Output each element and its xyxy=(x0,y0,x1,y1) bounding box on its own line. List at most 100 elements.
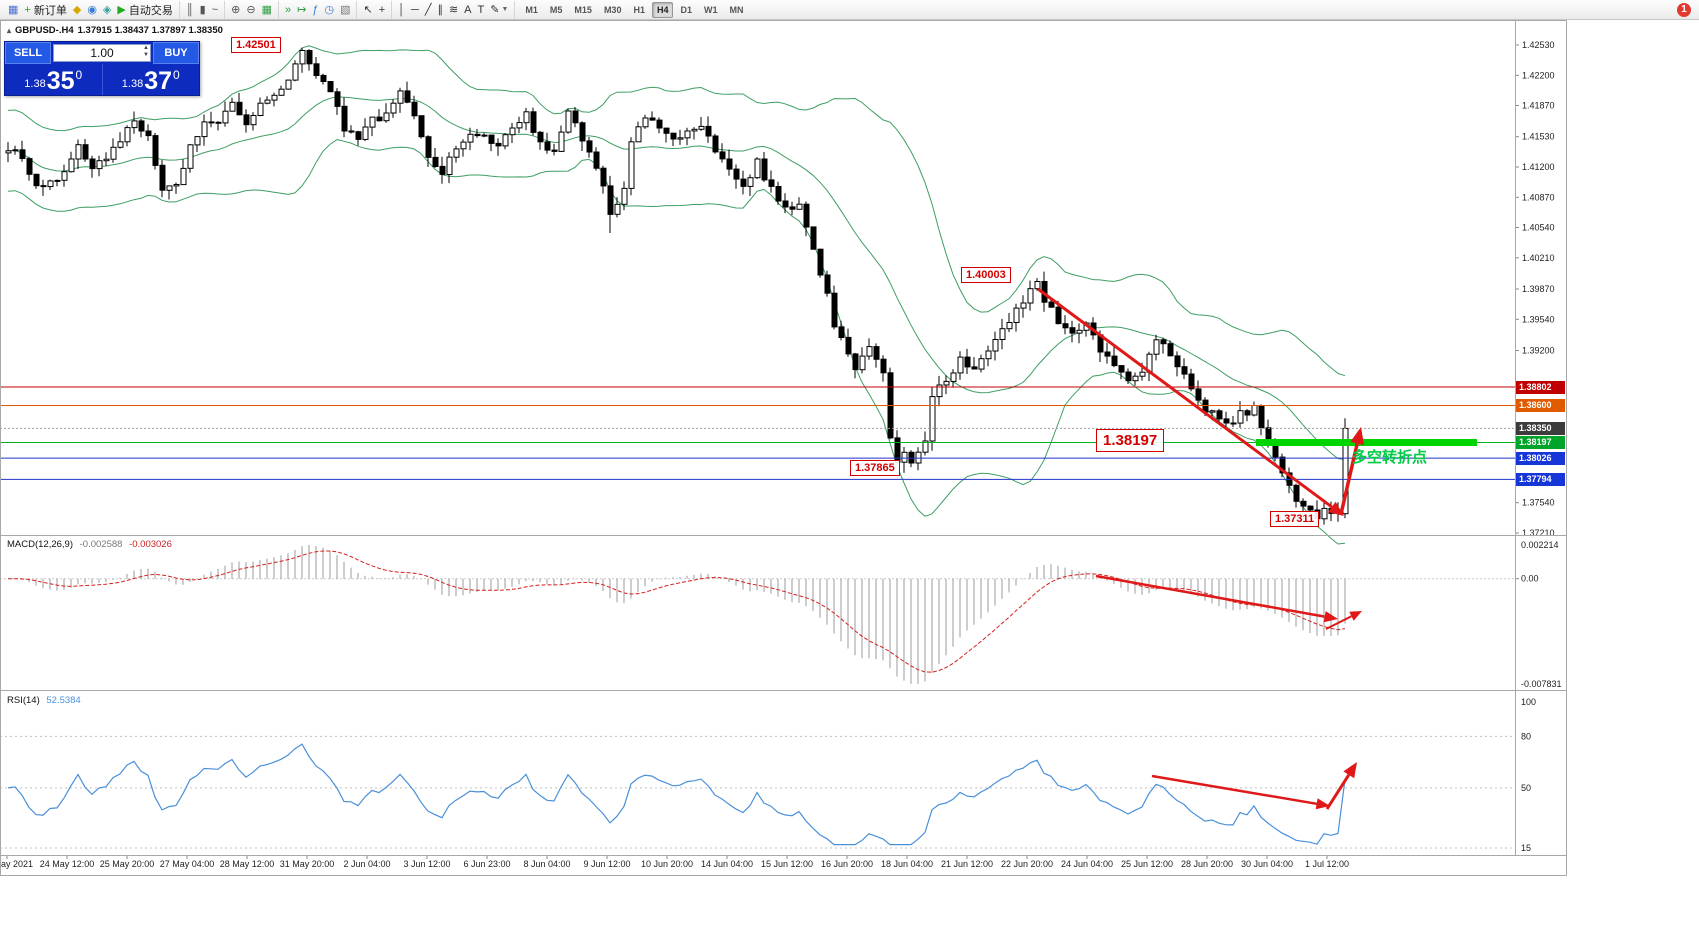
shapes-dropdown-button[interactable]: ✎ ▼ xyxy=(487,3,511,17)
svg-text:28 May 12:00: 28 May 12:00 xyxy=(220,859,275,869)
svg-text:1.40210: 1.40210 xyxy=(1522,253,1555,263)
new-chart-button[interactable]: ▦ xyxy=(5,3,21,17)
cursor-button[interactable]: ↖ xyxy=(360,3,375,17)
zoom-in-icon: ⊕ xyxy=(231,3,241,16)
svg-text:21 Jun 12:00: 21 Jun 12:00 xyxy=(941,859,993,869)
sell-price-pips: 35 xyxy=(46,67,75,95)
price-annotation-1.40003[interactable]: 1.40003 xyxy=(961,267,1011,283)
auto-scroll-button[interactable]: » xyxy=(282,3,294,17)
periods-button[interactable]: ◷ xyxy=(321,3,337,17)
price-annotation-1.37311[interactable]: 1.37311 xyxy=(1270,511,1320,527)
svg-text:100: 100 xyxy=(1521,697,1536,707)
horizontal-line-tool-button[interactable]: ─ xyxy=(408,3,422,17)
sell-price[interactable]: 1.38 35 0 xyxy=(5,64,102,95)
new-order-label: 新订单 xyxy=(33,4,67,17)
new-order-icon: + xyxy=(24,3,31,16)
rsi-indicator-label: RSI(14) 52.5384 xyxy=(7,695,81,706)
svg-text:1.39200: 1.39200 xyxy=(1522,346,1555,356)
svg-text:-0.007831: -0.007831 xyxy=(1521,679,1562,689)
zoom-in-button[interactable]: ⊕ xyxy=(228,3,243,17)
annotation-arrows[interactable] xyxy=(1037,287,1365,810)
one-click-trading-panel: SELL 1.00 ▲ ▼ BUY 1.38 35 0 1.38 37 0 xyxy=(4,41,200,96)
text-tool-button[interactable]: A xyxy=(461,3,474,17)
market-watch-button[interactable]: ◉ xyxy=(84,3,100,17)
label-tool-icon: T xyxy=(477,3,485,16)
timeframe-button-m30[interactable]: M30 xyxy=(603,4,622,15)
rsi-name: RSI(14) xyxy=(7,695,40,706)
svg-text:1.39870: 1.39870 xyxy=(1522,284,1555,294)
svg-text:28 Jun 20:00: 28 Jun 20:00 xyxy=(1181,859,1233,869)
indicators-button[interactable]: ƒ xyxy=(309,3,321,17)
support-zone-bar[interactable] xyxy=(1256,439,1477,446)
svg-text:14 Jun 04:00: 14 Jun 04:00 xyxy=(701,859,753,869)
sell-price-prefix: 1.38 xyxy=(24,78,46,90)
tile-windows-button[interactable]: ▦ xyxy=(259,3,275,17)
trendline-tool-button[interactable]: ╱ xyxy=(422,3,435,17)
svg-text:24 Jun 04:00: 24 Jun 04:00 xyxy=(1061,859,1113,869)
timeframe-button-d1[interactable]: D1 xyxy=(680,4,692,15)
trend-arrow-line xyxy=(1095,574,1325,618)
bar-chart-mode-button[interactable]: ║ xyxy=(183,3,197,17)
fibonacci-tool-button[interactable]: ≋ xyxy=(446,3,461,17)
timeframe-button-w1[interactable]: W1 xyxy=(704,4,718,15)
buy-price-pipette: 0 xyxy=(173,68,180,82)
lot-stepper-icon[interactable]: ▲ ▼ xyxy=(143,45,149,58)
metaeditor-button[interactable]: ◆ xyxy=(70,3,84,17)
horizontal-line-tool-icon: ─ xyxy=(411,3,419,16)
text-tool-icon: A xyxy=(464,3,472,16)
trend-arrow-line xyxy=(1325,773,1351,810)
line-chart-mode-button[interactable]: ~ xyxy=(209,3,221,17)
chart-shift-button[interactable]: ↦ xyxy=(294,3,309,17)
svg-text:0.002214: 0.002214 xyxy=(1521,540,1559,550)
buy-button[interactable]: BUY xyxy=(153,42,199,64)
zoom-out-icon: ⊖ xyxy=(246,3,256,16)
candlestick-mode-icon: ▮ xyxy=(199,3,206,16)
notification-badge[interactable]: 1 xyxy=(1677,2,1691,17)
svg-text:1.40870: 1.40870 xyxy=(1522,192,1555,202)
autotrading-button[interactable]: ▶ 自动交易 xyxy=(114,1,175,19)
lot-size-input[interactable]: 1.00 ▲ ▼ xyxy=(53,44,151,62)
label-tool-button[interactable]: T xyxy=(475,3,488,17)
buy-price-prefix: 1.38 xyxy=(121,78,144,90)
zoom-out-button[interactable]: ⊖ xyxy=(243,3,258,17)
time-axis[interactable]: 24 May 2021 24 May 12:00 25 May 20:00 27 Ma… xyxy=(0,855,1349,869)
toolbar-group: ⊕ ⊖ ▦ xyxy=(225,0,279,19)
timeframe-button-mn[interactable]: MN xyxy=(729,4,744,15)
timeframe-button-m1[interactable]: M1 xyxy=(525,4,538,15)
timeframe-bar: M1 M5 M15 M30 H1 H4 D1 W1 MN xyxy=(515,1,753,19)
timeframe-button-m15[interactable]: M15 xyxy=(574,4,592,15)
price-annotation-1.38197[interactable]: 1.38197 xyxy=(1096,429,1165,452)
price-scale[interactable]: 1.42530 1.42200 1.41870 1.41530 1.41200 1.408… xyxy=(1515,40,1555,538)
templates-button[interactable]: ▧ xyxy=(337,3,353,17)
price-tag-1.38350: 1.38350 xyxy=(1516,421,1565,435)
price-annotation-1.37865[interactable]: 1.37865 xyxy=(850,460,900,476)
buy-price-pips: 37 xyxy=(144,67,173,95)
channel-tool-button[interactable]: ∥ xyxy=(434,3,446,17)
sell-button[interactable]: SELL xyxy=(5,42,51,64)
svg-text:15 Jun 12:00: 15 Jun 12:00 xyxy=(761,859,813,869)
timeframe-button-m5[interactable]: M5 xyxy=(549,4,563,15)
price-tag-1.38600: 1.38600 xyxy=(1516,399,1565,412)
svg-text:1.42200: 1.42200 xyxy=(1522,70,1555,80)
svg-text:8 Jun 04:00: 8 Jun 04:00 xyxy=(523,859,570,869)
crosshair-icon: + xyxy=(378,3,386,16)
data-window-button[interactable]: ◈ xyxy=(100,3,114,17)
crosshair-button[interactable]: + xyxy=(376,3,388,17)
new-order-button[interactable]: + 新订单 xyxy=(21,1,69,19)
main-pane[interactable] xyxy=(0,45,1515,545)
channel-tool-icon: ∥ xyxy=(437,3,443,16)
candlestick-mode-button[interactable]: ▮ xyxy=(197,3,209,17)
timeframe-button-h1[interactable]: H1 xyxy=(633,4,645,15)
timeframe-button-h4[interactable]: H4 xyxy=(651,1,674,18)
svg-text:10 Jun 20:00: 10 Jun 20:00 xyxy=(641,859,693,869)
price-annotation-1.42501[interactable]: 1.42501 xyxy=(231,37,281,53)
rsi-pane[interactable]: 80 50 15 100 xyxy=(0,697,1536,853)
chart-ohlc-header: ▴ GBPUSD-.H4 1.37915 1.38437 1.37897 1.3… xyxy=(7,25,223,36)
text-annotation[interactable]: 多空转折点 xyxy=(1352,449,1428,466)
vertical-line-tool-button[interactable]: │ xyxy=(395,3,408,17)
trend-arrow-line xyxy=(1339,443,1359,515)
svg-text:25 Jun 12:00: 25 Jun 12:00 xyxy=(1121,859,1173,869)
buy-price[interactable]: 1.38 37 0 xyxy=(101,64,200,95)
market-watch-icon: ◉ xyxy=(87,3,97,16)
